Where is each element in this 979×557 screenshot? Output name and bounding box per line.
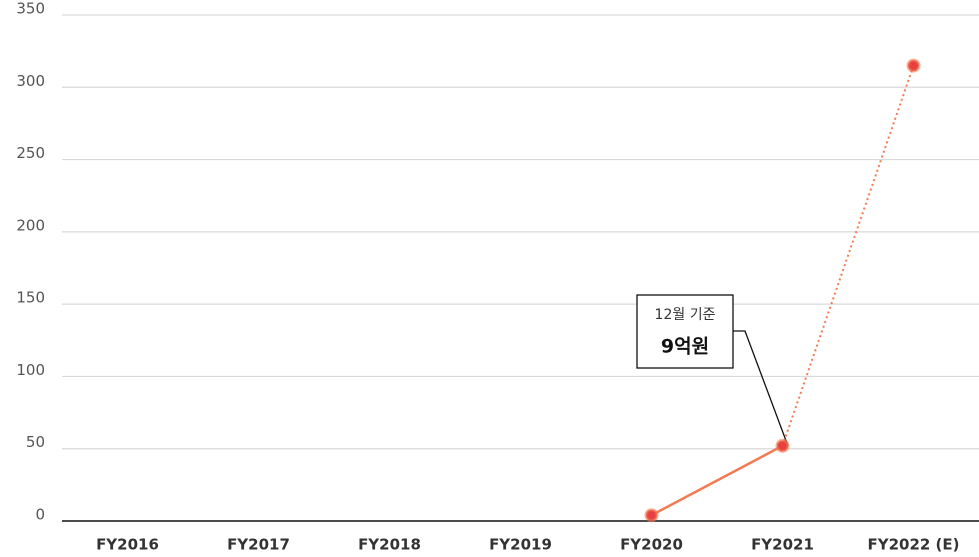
x-tick-label: FY2016: [96, 536, 159, 554]
y-tick-label: 300: [16, 72, 45, 90]
projected-line: [781, 65, 915, 447]
line: [650, 444, 784, 517]
y-tick-label: 50: [26, 433, 45, 451]
x-tick-label: FY2022 (E): [867, 536, 959, 554]
x-tick-label: FY2020: [620, 536, 683, 554]
x-tick-label: FY2019: [489, 536, 552, 554]
annotation-value: 9억원: [661, 336, 709, 358]
x-tick-label: FY2018: [358, 536, 421, 554]
y-tick-label: 350: [16, 0, 45, 18]
annotation-leader: [733, 330, 789, 447]
point: [906, 58, 921, 73]
point: [775, 438, 790, 453]
x-tick-label: FY2021: [751, 536, 814, 554]
annotation-text: 12월 기준: [655, 307, 716, 323]
point: [644, 508, 659, 523]
y-tick-label: 250: [16, 144, 45, 162]
y-tick-label: 100: [16, 361, 45, 379]
x-tick-label: FY2017: [227, 536, 290, 554]
y-tick-label: 150: [16, 289, 45, 307]
y-tick-label: 200: [16, 216, 45, 234]
annotation-box: [636, 294, 734, 369]
y-tick-label: 0: [35, 506, 45, 524]
